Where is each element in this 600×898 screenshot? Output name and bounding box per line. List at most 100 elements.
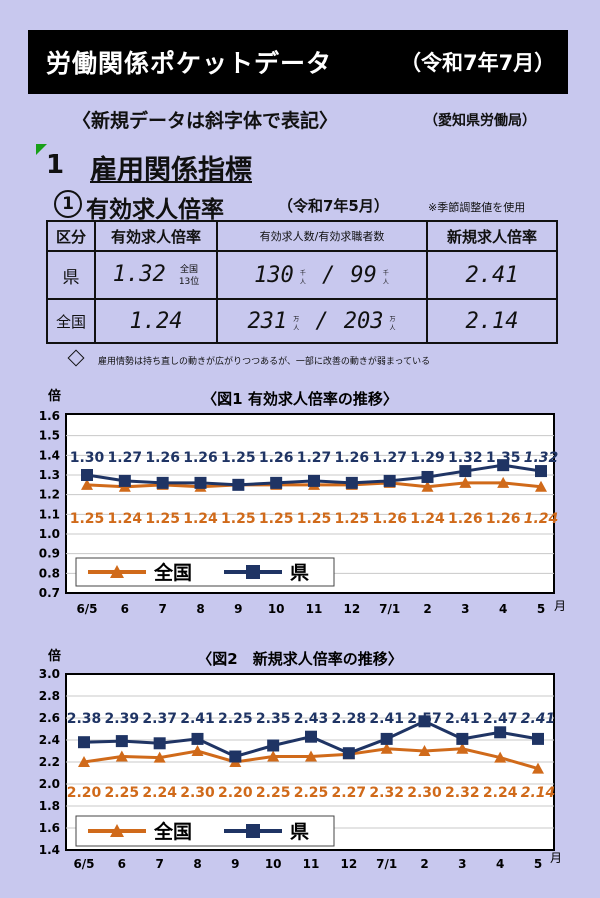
data-label: 2.24 <box>483 785 518 801</box>
x-tick-label: 2 <box>420 857 428 871</box>
data-point-prefecture <box>191 732 204 745</box>
national-counts-cell: 231 万人 / 203 万人 <box>216 298 428 344</box>
section-number: 1 <box>46 150 65 180</box>
legend-label: 全国 <box>153 820 192 843</box>
data-label: 2.25 <box>294 785 329 801</box>
data-label: 1.25 <box>145 511 180 527</box>
unit-label: 万人 <box>293 316 300 332</box>
data-point-national <box>267 750 280 762</box>
data-label: 1.25 <box>297 511 332 527</box>
data-point-national <box>497 476 510 488</box>
data-label: 1.24 <box>524 511 559 527</box>
data-label: 1.25 <box>259 511 294 527</box>
y-tick-label: 2.4 <box>39 733 60 747</box>
data-label: 2.41 <box>521 711 556 727</box>
ratio-table: 区分 有効求人倍率 有効求人数/有効求職者数 新規求人倍率 県 1.32 全国 … <box>46 220 558 344</box>
data-label: 2.41 <box>180 711 215 727</box>
x-tick-label: 4 <box>496 857 504 871</box>
data-point-prefecture <box>345 476 358 489</box>
y-tick-label: 1.4 <box>39 448 60 462</box>
data-point-national <box>456 742 469 754</box>
y-tick-label: 1.8 <box>39 799 60 813</box>
prefecture-new-ratio-cell: 2.41 <box>426 250 558 300</box>
data-label: 1.26 <box>145 450 180 466</box>
data-point-national <box>421 480 434 492</box>
national-new-ratio-cell: 2.14 <box>426 298 558 344</box>
subsection-title: 有効求人倍率 <box>86 197 224 223</box>
data-point-prefecture <box>118 474 131 487</box>
x-tick-label: 6 <box>118 857 126 871</box>
data-point-national <box>535 480 547 492</box>
subsection-number: 1 <box>54 190 82 218</box>
y-tick-label: 1.2 <box>39 488 60 502</box>
data-label: 2.41 <box>369 711 404 727</box>
source-label: （愛知県労働局） <box>424 113 536 129</box>
chart-title: 〈図1 有効求人倍率の推移〉 <box>202 390 398 408</box>
page-title: 労働関係ポケットデータ <box>46 49 333 78</box>
data-label: 2.27 <box>332 785 367 801</box>
data-point-prefecture <box>156 476 169 489</box>
national-offers: 231 <box>247 308 288 334</box>
chart-new-ratio: 〈図2 新規求人倍率の推移〉 倍 1.4 1.6 1.8 2.0 2.2 2.4 2.6 2.8 3… <box>39 648 562 871</box>
x-tick-label: 10 <box>265 857 282 871</box>
prefecture-new-ratio: 2.41 <box>465 262 519 288</box>
national-ratio-cell: 1.24 <box>94 298 218 344</box>
slash: / <box>315 308 329 334</box>
data-label: 2.43 <box>294 711 329 727</box>
data-label: 2.30 <box>407 785 442 801</box>
chart-effective-ratio: 〈図1 有効求人倍率の推移〉 倍 0.7 0.8 0.9 1.0 1.1 1.2 1.3 1.4 1… <box>39 388 566 616</box>
data-label: 1.25 <box>335 511 370 527</box>
data-label: 2.25 <box>256 785 291 801</box>
y-tick-label: 1.0 <box>39 527 60 541</box>
national-ratio: 1.24 <box>129 308 183 334</box>
data-point-prefecture <box>535 465 547 478</box>
data-point-prefecture <box>456 732 469 745</box>
y-tick-label: 2.6 <box>39 711 60 725</box>
x-tick-label: 7 <box>158 602 166 616</box>
data-label: 1.26 <box>259 450 294 466</box>
rank-label: 全国 <box>180 265 199 276</box>
legend-marker-square <box>246 565 260 579</box>
legend-marker-square <box>246 824 260 838</box>
y-tick-label: 2.2 <box>39 755 60 769</box>
x-tick-label: 12 <box>343 602 360 616</box>
x-tick-label: 6/5 <box>76 602 97 616</box>
x-tick-label: 8 <box>196 602 204 616</box>
y-tick-label: 2.8 <box>39 689 60 703</box>
data-point-national <box>81 478 93 490</box>
data-point-prefecture <box>418 715 431 728</box>
y-tick-label: 3.0 <box>39 667 60 681</box>
y-tick-label: 2.0 <box>39 777 60 791</box>
header-counts: 有効求人数/有効求職者数 <box>216 220 428 252</box>
unit-label: 千人 <box>299 270 306 286</box>
data-label: 2.38 <box>67 711 102 727</box>
data-label: 1.30 <box>70 450 105 466</box>
x-tick-label: 3 <box>461 602 469 616</box>
x-tick-label: 6 <box>121 602 129 616</box>
data-point-prefecture <box>494 726 507 739</box>
data-label: 1.29 <box>410 450 445 466</box>
data-label: 2.30 <box>180 785 215 801</box>
diamond-bullet-icon <box>67 349 85 367</box>
row-label-prefecture: 県 <box>46 250 96 300</box>
legend-marker-triangle <box>110 565 124 578</box>
data-label: 2.25 <box>218 711 253 727</box>
y-tick-label: 1.5 <box>39 429 60 443</box>
data-label: 2.24 <box>142 785 177 801</box>
data-label: 1.27 <box>297 450 332 466</box>
y-tick-label: 1.6 <box>39 409 60 423</box>
data-label: 1.27 <box>108 450 143 466</box>
unit-label: 万人 <box>389 316 396 332</box>
x-tick-label: 2 <box>423 602 431 616</box>
data-label: 1.26 <box>335 450 370 466</box>
x-tick-label: 7/1 <box>376 857 397 871</box>
data-point-prefecture <box>81 469 93 481</box>
x-tick-label: 10 <box>268 602 285 616</box>
data-point-prefecture <box>383 474 396 487</box>
x-tick-label: 3 <box>458 857 466 871</box>
data-point-national <box>78 756 90 767</box>
data-label: 1.26 <box>372 511 407 527</box>
y-tick-label: 1.4 <box>39 843 60 857</box>
data-point-national <box>418 745 431 756</box>
x-unit-label: 月 <box>550 851 562 865</box>
